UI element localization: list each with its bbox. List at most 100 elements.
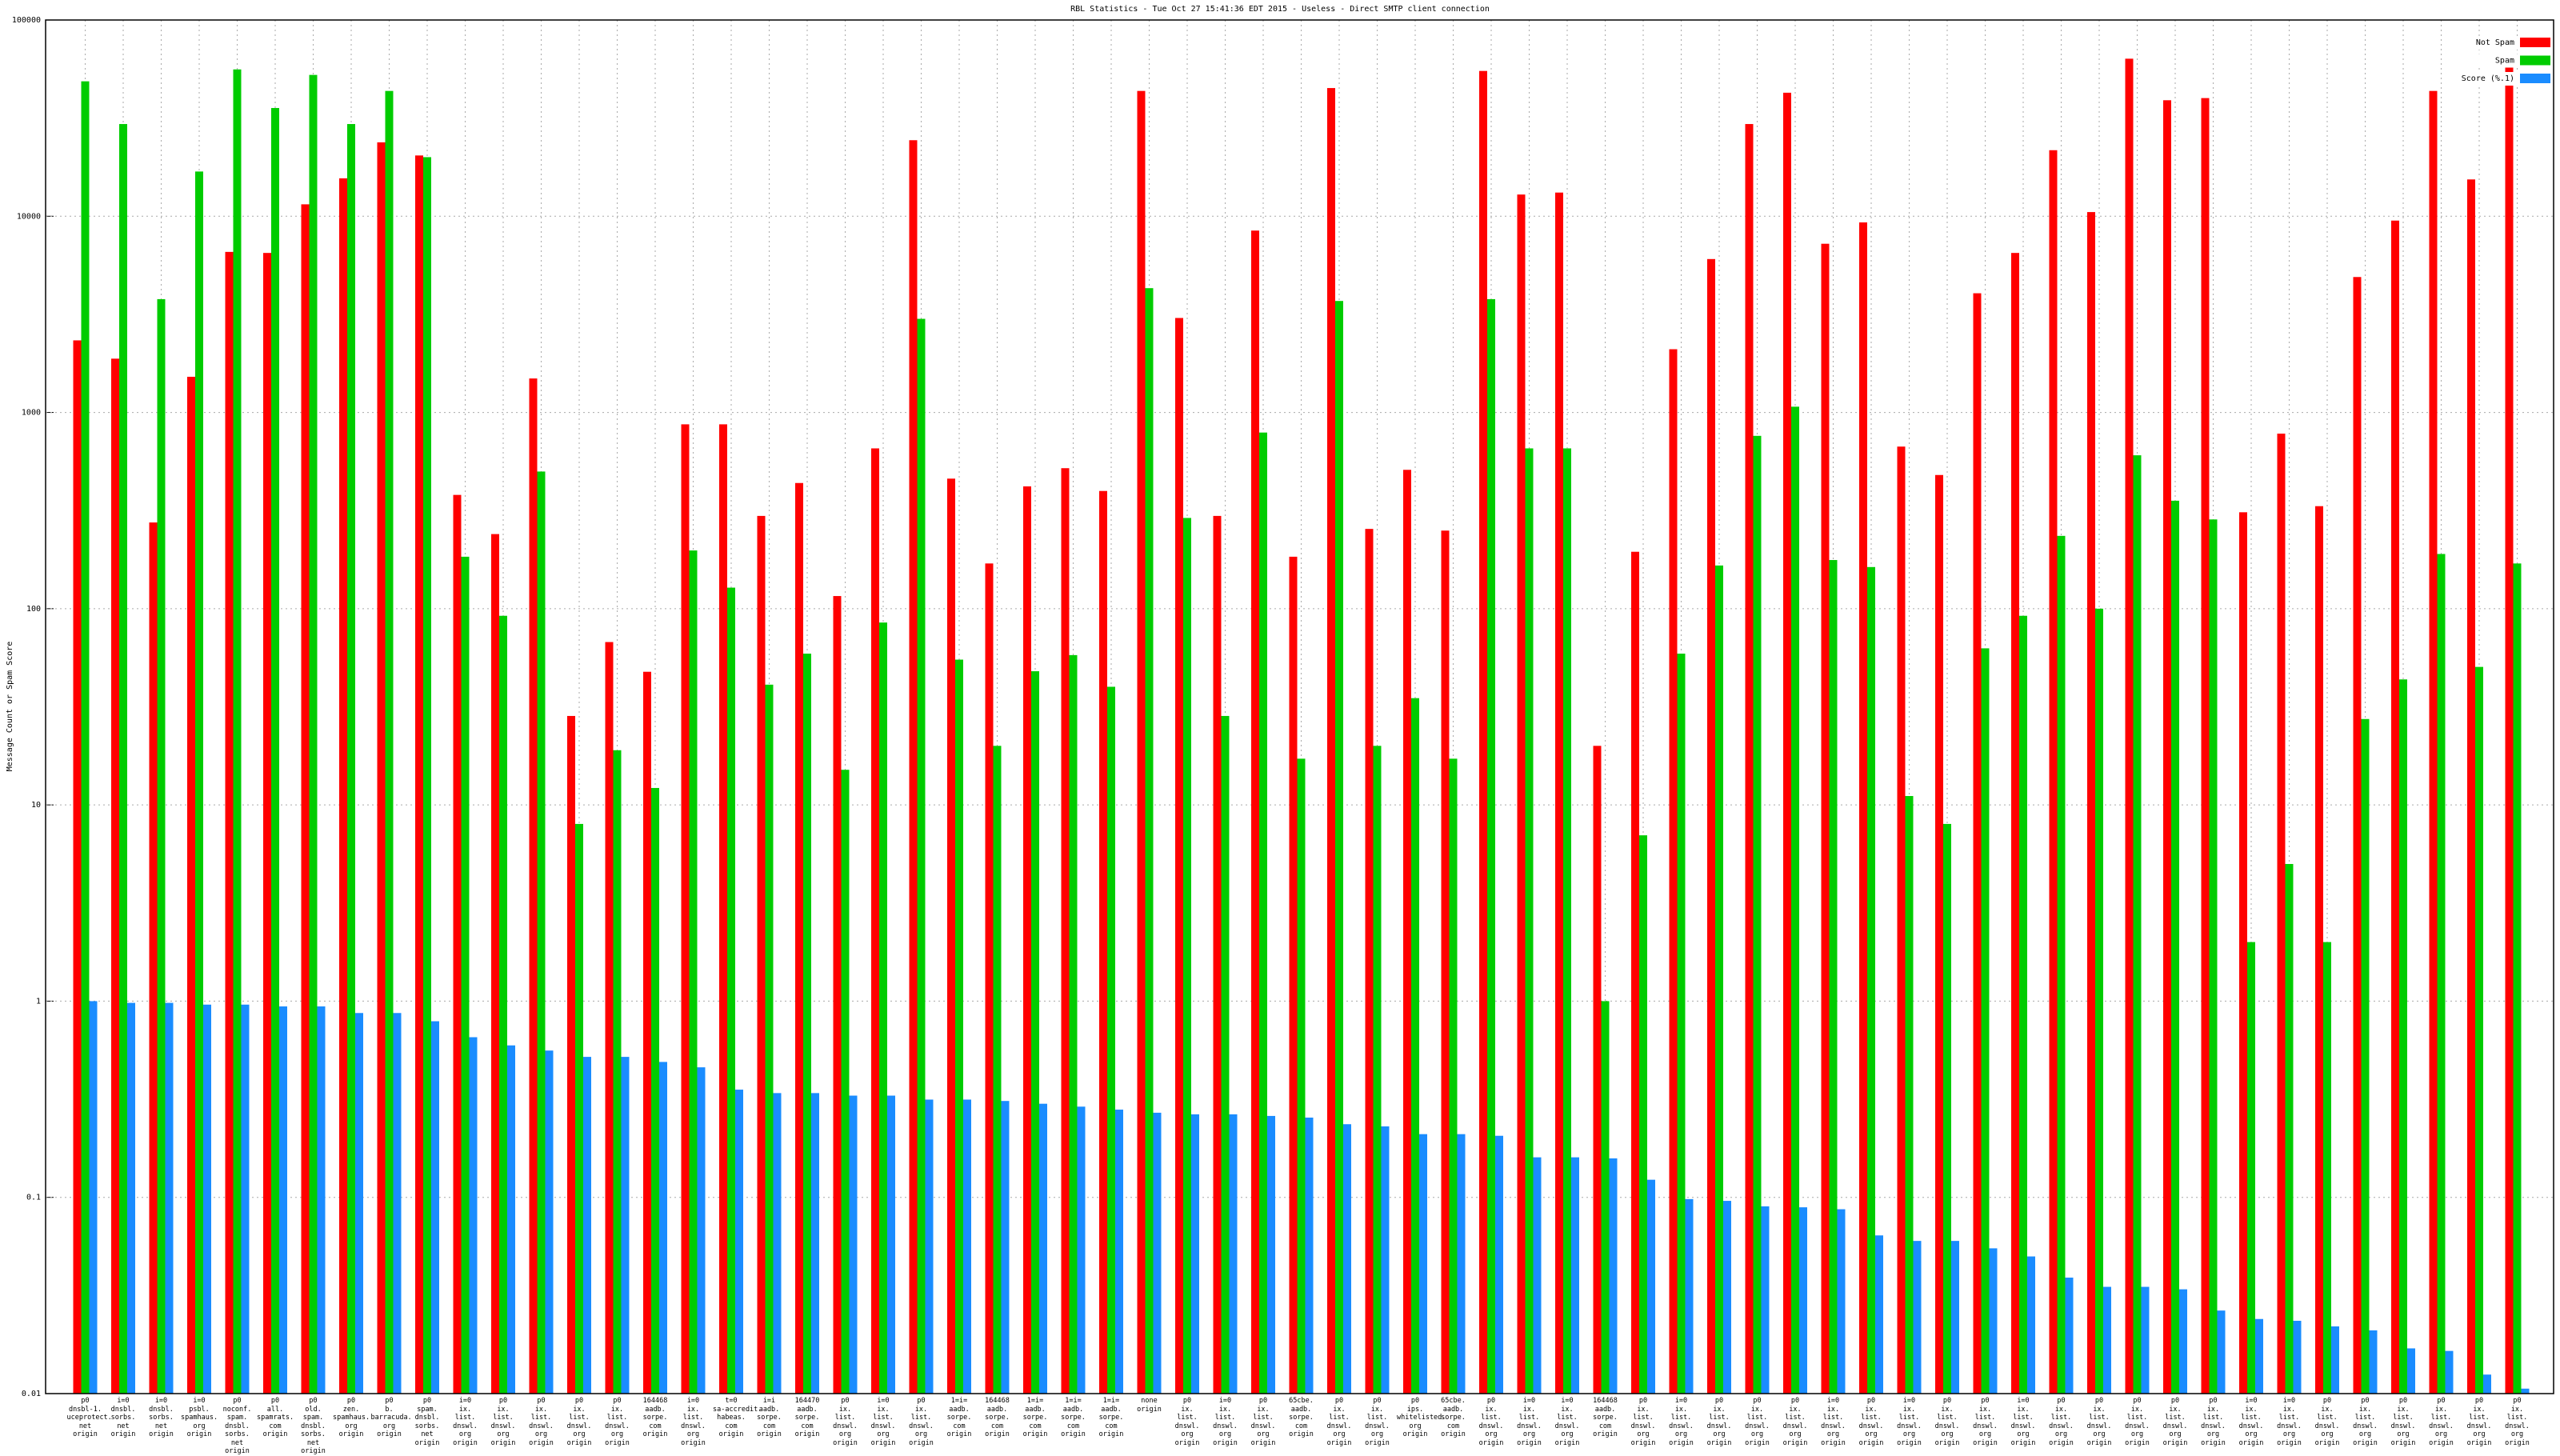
- bar: [1145, 288, 1154, 1394]
- bar: [507, 1045, 515, 1394]
- x-tick-label: 164468 aadb. sorpe. com origin: [1593, 1397, 1618, 1438]
- bar: [393, 1013, 402, 1394]
- bar: [2049, 150, 2058, 1394]
- bar: [1115, 1110, 1123, 1394]
- bar: [491, 534, 499, 1394]
- bar: [1799, 1207, 1807, 1394]
- legend-label: Not Spam: [2476, 38, 2514, 47]
- bar: [735, 1090, 743, 1394]
- bar: [1479, 70, 1487, 1394]
- bar: [689, 550, 698, 1394]
- bar: [1023, 486, 1031, 1394]
- bar: [89, 1001, 98, 1394]
- bar: [1905, 796, 1914, 1394]
- bar: [355, 1013, 363, 1394]
- bar: [681, 424, 690, 1394]
- bar: [1943, 823, 1951, 1394]
- bar: [2277, 434, 2286, 1394]
- bar: [1001, 1101, 1010, 1394]
- bar: [917, 318, 926, 1394]
- bar: [81, 81, 90, 1394]
- bar: [1335, 301, 1343, 1394]
- x-tick-label: p0 b. barracuda. org origin: [370, 1397, 412, 1438]
- y-tick-label: 0.01: [22, 1390, 41, 1398]
- bar: [2475, 666, 2483, 1394]
- bar: [2255, 1318, 2263, 1394]
- bar: [1267, 1115, 1275, 1394]
- bar: [1517, 194, 1526, 1394]
- bar: [1639, 835, 1647, 1394]
- x-tick-label: p0 old. spam. dnsbl. sorbs. net origin: [301, 1397, 326, 1455]
- bar: [811, 1093, 819, 1394]
- bar: [1555, 192, 1563, 1394]
- x-tick-label: 1=i= aadb. sorpe. com origin: [1061, 1397, 1086, 1438]
- bar: [1715, 565, 1723, 1394]
- bar: [765, 684, 774, 1394]
- bar: [955, 659, 963, 1394]
- bar: [1061, 468, 1070, 1394]
- x-tick-label: i=0 dnsbl. sorbs. net origin: [110, 1397, 136, 1438]
- bar: [2141, 1286, 2150, 1394]
- bar: [529, 378, 538, 1394]
- bar: [2399, 679, 2407, 1394]
- x-tick-label: 1=i= aadb. sorpe. com origin: [946, 1397, 972, 1438]
- bar: [1631, 551, 1639, 1394]
- bar: [1875, 1235, 1883, 1394]
- bar: [2315, 506, 2323, 1394]
- bar: [1365, 529, 1374, 1394]
- bar: [1753, 435, 1762, 1394]
- bar: [1259, 432, 1267, 1394]
- bar: [279, 1006, 287, 1394]
- bar: [453, 494, 462, 1394]
- bar: [1403, 470, 1411, 1394]
- bar: [469, 1037, 478, 1394]
- x-tick-label: i=i aadb. sorpe. com origin: [757, 1397, 782, 1438]
- bar: [697, 1067, 706, 1394]
- bar: [1175, 318, 1183, 1394]
- bar: [2209, 519, 2218, 1394]
- bar: [301, 204, 310, 1394]
- bar: [575, 823, 583, 1394]
- bar: [2293, 1320, 2302, 1394]
- x-tick-label: p0 noconf. spam. dnsbl. sorbs. net origi…: [222, 1397, 252, 1455]
- bar: [1669, 349, 1678, 1394]
- bar: [2011, 253, 2019, 1394]
- bar: [1897, 446, 1906, 1394]
- bar: [757, 515, 766, 1394]
- bar: [127, 1002, 135, 1394]
- x-tick-label: 164470 aadb. sorpe. com origin: [794, 1397, 820, 1438]
- bar: [1859, 222, 1867, 1394]
- bar: [1343, 1124, 1351, 1394]
- x-tick-label: 164468 aadb. sorpe. com origin: [642, 1397, 668, 1438]
- bar: [1449, 758, 1458, 1394]
- bar: [385, 90, 394, 1394]
- bar: [1077, 1106, 1086, 1394]
- bar: [2391, 220, 2399, 1394]
- bar: [621, 1057, 630, 1394]
- bar: [2019, 615, 2027, 1394]
- bar: [1761, 1206, 1770, 1394]
- x-tick-label: none origin: [1137, 1397, 1162, 1414]
- bar: [1221, 715, 1230, 1394]
- bar: [1289, 556, 1298, 1394]
- bar: [993, 746, 1002, 1394]
- bar: [871, 448, 879, 1394]
- bar: [1685, 1198, 1694, 1394]
- bar: [157, 298, 166, 1394]
- bar: [1229, 1114, 1238, 1394]
- bar: [849, 1095, 858, 1394]
- bar: [415, 155, 423, 1394]
- bar: [567, 715, 575, 1394]
- bar: [887, 1095, 895, 1394]
- bar: [241, 1004, 250, 1394]
- bar: [1441, 530, 1450, 1394]
- bar: [909, 140, 918, 1394]
- plot-border: [45, 19, 2554, 1394]
- y-tick-label: 0.1: [26, 1194, 41, 1202]
- bar: [2467, 179, 2475, 1394]
- bar: [659, 1062, 667, 1394]
- bar: [1373, 746, 1382, 1394]
- legend-swatch: [2520, 74, 2550, 83]
- bar: [1677, 654, 1686, 1394]
